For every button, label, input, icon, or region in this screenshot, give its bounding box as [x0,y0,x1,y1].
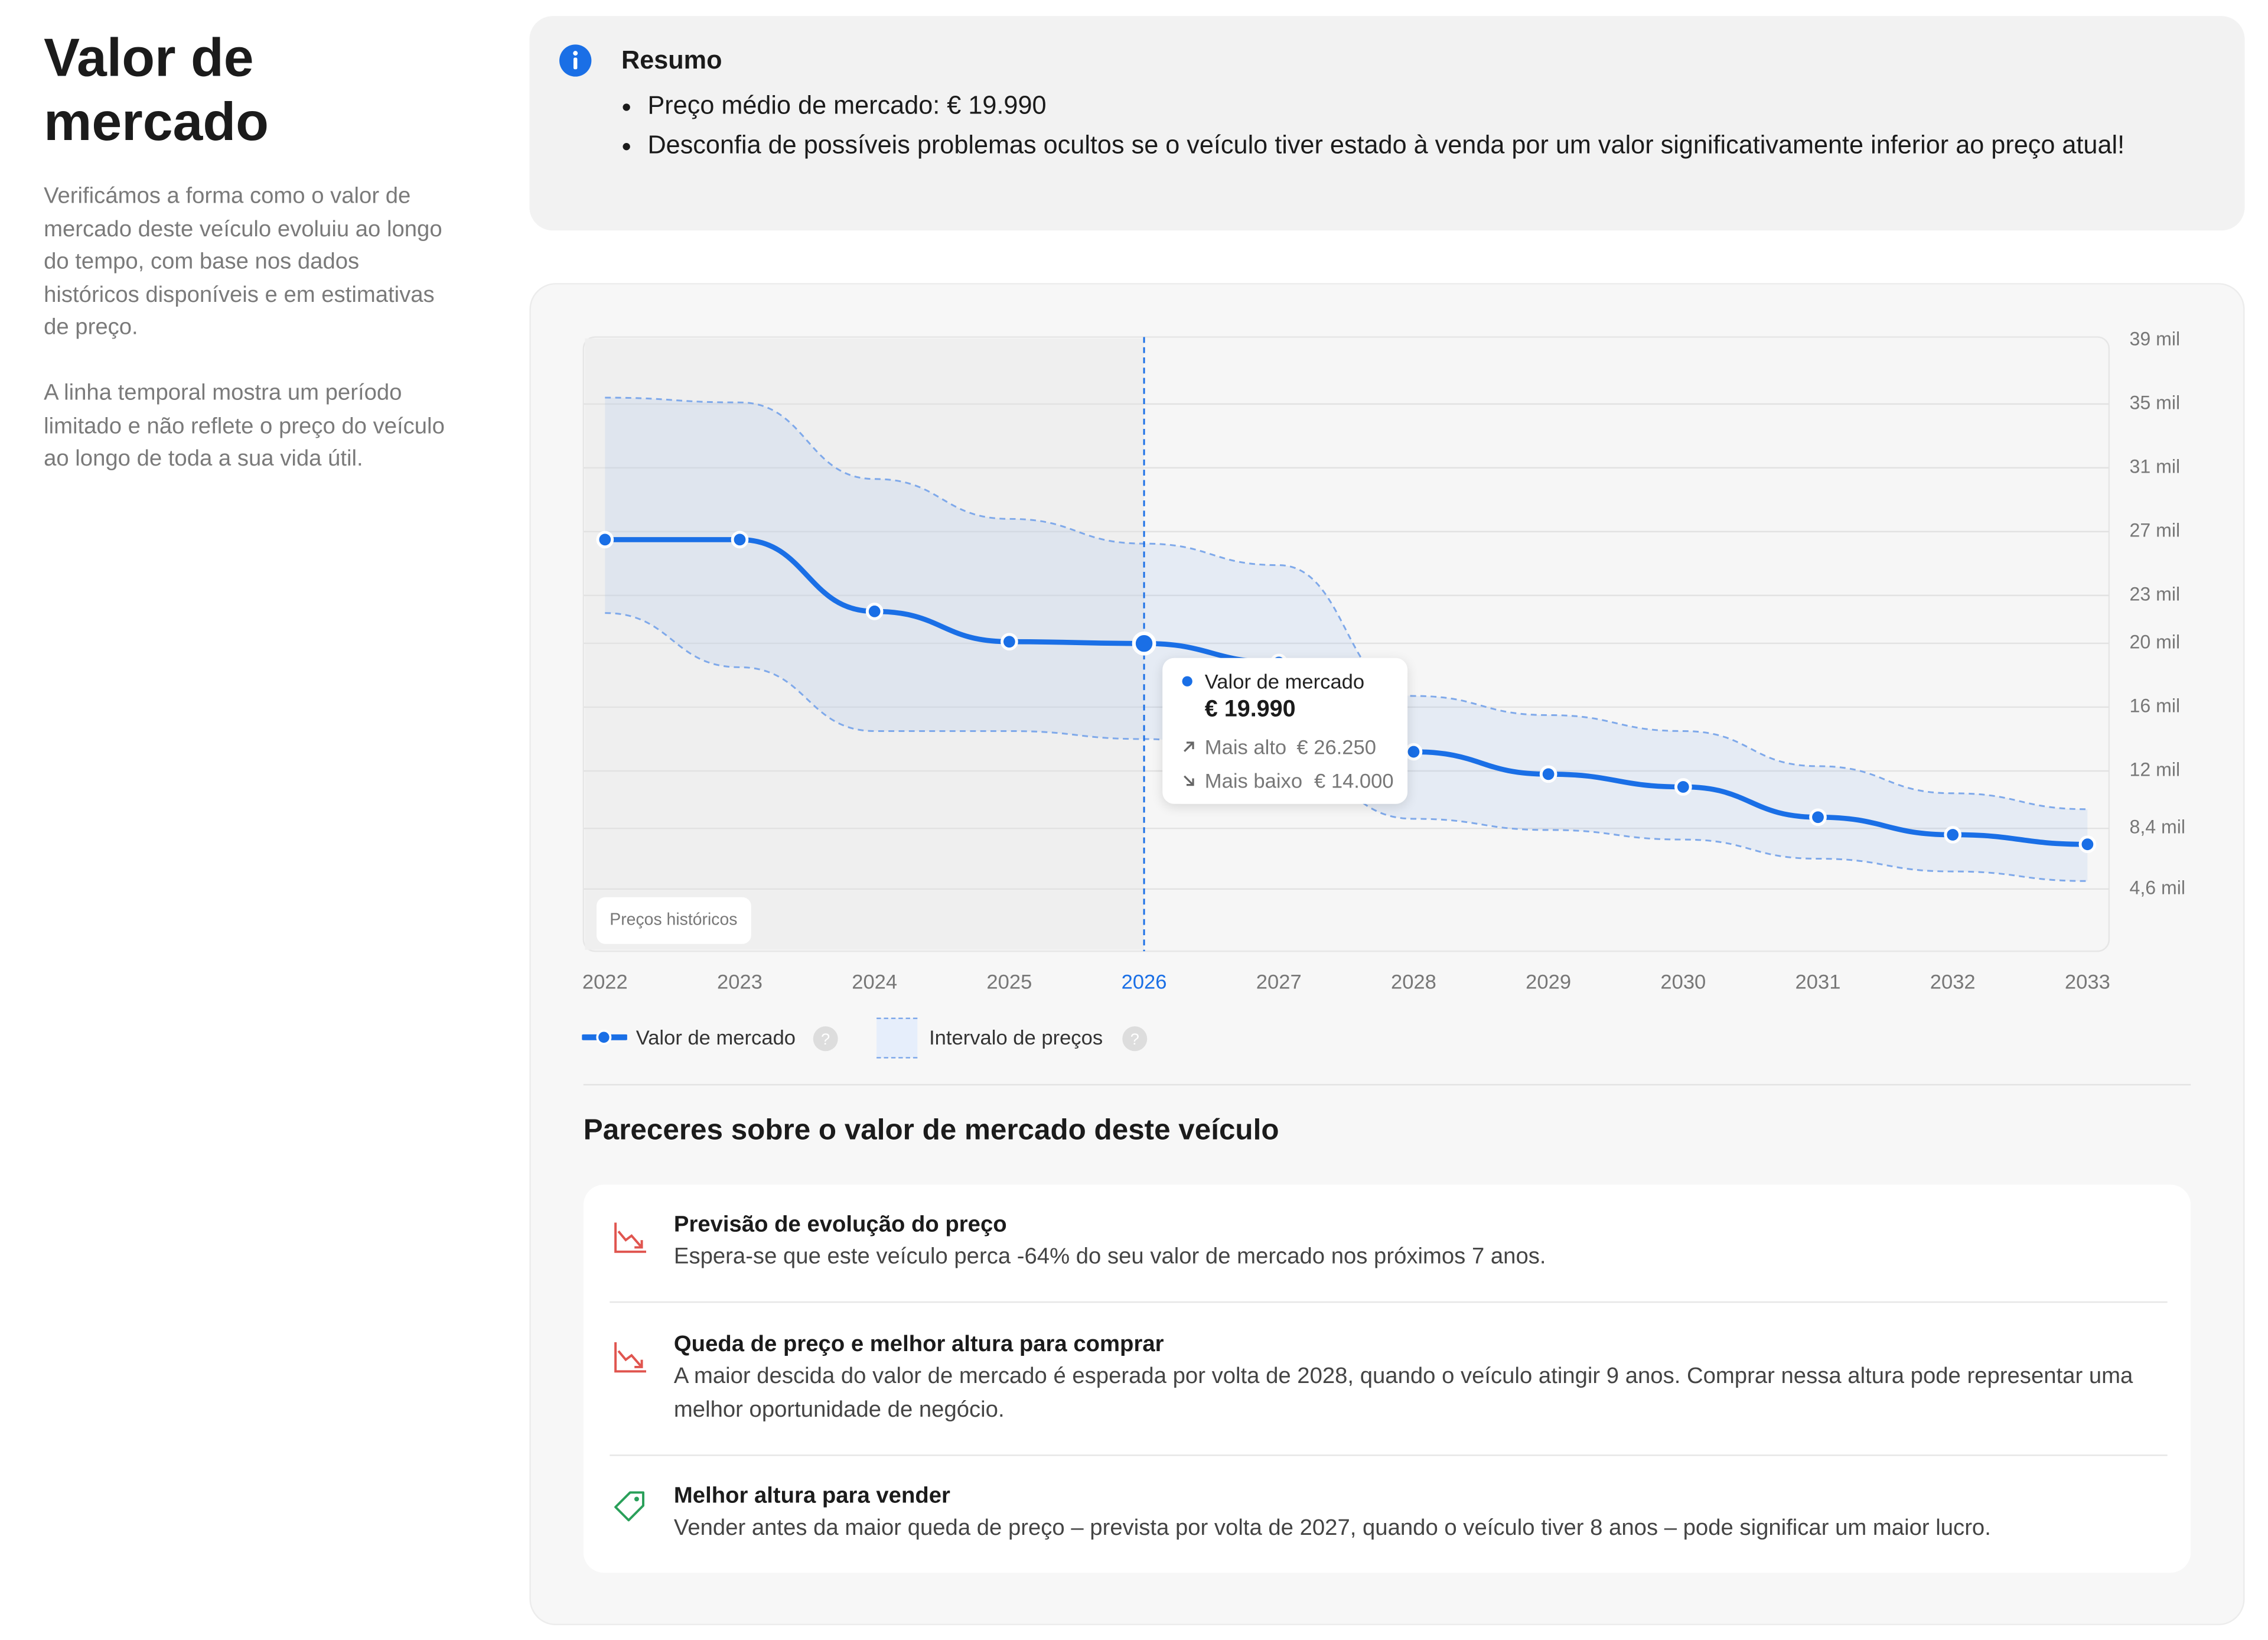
divider [610,1301,2168,1303]
y-tick-label: 8,4 mil [2129,816,2185,838]
tooltip-title: Valor de mercado [1204,669,1365,694]
data-point [865,603,884,620]
y-tick-label: 35 mil [2129,392,2180,413]
x-tick-label: 2032 [1930,971,1976,994]
summary-item: Desconfia de possíveis problemas ocultos… [647,125,2237,165]
x-tick-label: 2027 [1256,971,1302,994]
insight-text: Vender antes da maior queda de preço – p… [673,1515,1991,1541]
tooltip-high-value: € 26.250 [1296,735,1376,759]
band-upper [605,396,2088,811]
x-tick-label: 2025 [986,971,1032,994]
tooltip-low-label: Mais baixo [1204,769,1303,792]
tooltip-low-value: € 14.000 [1314,769,1394,792]
legend-label: Intervalo de preços [929,1026,1103,1049]
down-arrow-icon [1184,775,1194,786]
tooltip-dot [1182,676,1192,686]
y-tick-label: 23 mil [2129,583,2180,604]
insight-title: Previsão de evolução do preço [673,1212,1007,1238]
help-icon[interactable]: ? [813,1026,839,1052]
help-icon[interactable]: ? [1122,1026,1148,1052]
y-tick-label: 20 mil [2129,631,2180,652]
insight-text: Espera-se que este veículo perca -64% do… [673,1244,1546,1270]
x-tick-label: 2024 [852,971,897,994]
x-tick-label: 2030 [1660,971,1706,994]
trend-down-icon [614,1222,646,1253]
data-point [1132,631,1156,656]
insight-title: Queda de preço e melhor altura para comp… [673,1332,1164,1357]
data-point [596,531,614,549]
section-title: Valor de mercado [44,27,269,152]
x-tick-label: 2031 [1795,971,1841,994]
legend-band-icon [876,1017,918,1059]
data-point [1674,778,1692,796]
summary-box: Resumo Preço médio de mercado: € 19.990 … [529,16,2245,231]
info-icon [559,44,592,77]
up-arrow-icon [1184,741,1194,752]
summary-title: Resumo [621,45,722,74]
historical-label: Preços históricos [597,897,751,944]
x-tick-label: 2029 [1526,971,1571,994]
y-tick-label: 12 mil [2129,759,2180,780]
tag-icon [614,1491,645,1522]
legend-line-icon [582,1029,627,1045]
y-tick-label: 16 mil [2129,695,2180,716]
description: Verificámos a forma como o valor de merc… [44,184,442,340]
chart: 39 mil 35 mil 31 mil 27 mil 23 mil 20 mil 16 m… [582,328,2185,994]
svg-text:?: ? [1130,1030,1139,1048]
data-point [1809,808,1827,826]
data-point [731,531,749,549]
summary-list: Preço médio de mercado: € 19.990 Desconf… [620,86,2238,165]
x-tick-label: 2022 [582,971,628,994]
band-area [605,398,2088,881]
trend-down-icon [614,1342,646,1373]
x-tick-label: 2023 [717,971,762,994]
x-tick-label: 2033 [2065,971,2110,994]
data-point [1944,826,1962,844]
divider [583,1083,2191,1086]
summary-item: Preço médio de mercado: € 19.990 [647,86,2237,126]
tooltip-value: € 19.990 [1204,697,1296,723]
data-point [1405,743,1423,761]
x-tick-label: 2026 [1122,971,1167,994]
insight-text: A maior descida do valor de mercado é es… [673,1364,2133,1422]
data-point [1001,633,1018,651]
legend-label: Valor de mercado [636,1026,796,1049]
tooltip: Valor de mercado € 19.990 Mais alto € 26… [1162,658,1408,804]
y-tick-label: 39 mil [2129,328,2180,349]
svg-text:?: ? [821,1030,830,1048]
data-point [2078,835,2097,854]
x-tick-label: 2028 [1391,971,1436,994]
description: A linha temporal mostra um período limit… [44,380,445,471]
insights-title: Pareceres sobre o valor de mercado deste… [583,1114,1279,1147]
y-tick-label: 4,6 mil [2129,877,2185,898]
y-tick-label: 27 mil [2129,519,2180,541]
data-point [1539,765,1557,783]
divider [610,1454,2168,1456]
insight-title: Melhor altura para vender [673,1483,950,1509]
insights-box: Previsão de evolução do preço Espera-se … [583,1185,2191,1573]
y-tick-label: 31 mil [2129,455,2180,477]
tooltip-high-label: Mais alto [1204,735,1287,759]
